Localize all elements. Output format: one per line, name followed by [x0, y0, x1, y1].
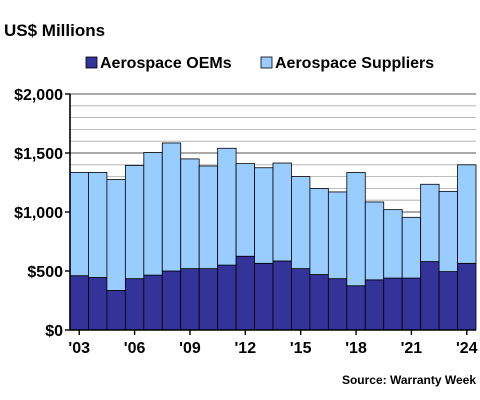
legend: Aerospace OEMs Aerospace Suppliers: [85, 55, 434, 72]
bar-suppliers-2017: [327, 191, 348, 280]
bar-oems-2008: [161, 270, 182, 331]
bar-oems-2021: [401, 277, 422, 331]
x-tick-label: '21: [401, 340, 423, 357]
bar-suppliers-2008: [161, 142, 182, 272]
bar-oems-2009: [180, 268, 200, 331]
bar-oems-2024: [457, 262, 477, 331]
source-note: Source: Warranty Week: [342, 373, 476, 387]
x-tick-label: '18: [345, 340, 367, 357]
bar-oems-2022: [420, 261, 440, 331]
x-tick-label: '15: [290, 340, 312, 357]
x-tick-label: '24: [456, 340, 478, 357]
bar-suppliers-2011: [217, 147, 237, 266]
bar-suppliers-2022: [420, 183, 440, 262]
x-tick-label: '09: [179, 340, 201, 357]
bar-oems-2004: [88, 277, 108, 331]
legend-swatch-oems: [85, 56, 98, 69]
bar-oems-2012: [235, 255, 255, 331]
bar-oems-2007: [143, 274, 163, 331]
y-tick-label: $1,500: [14, 146, 63, 163]
bar-oems-2006: [124, 278, 145, 331]
bar-oems-2019: [364, 279, 385, 331]
bar-oems-2005: [106, 290, 126, 331]
y-tick-label: $2,000: [14, 87, 63, 104]
bar-suppliers-2012: [235, 163, 255, 257]
bar-suppliers-2015: [291, 176, 311, 270]
bar-oems-2020: [383, 277, 403, 331]
bar-suppliers-2019: [364, 201, 385, 281]
bar-suppliers-2021: [401, 216, 422, 279]
bar-oems-2023: [438, 271, 458, 331]
x-tick-label: '06: [124, 340, 146, 357]
bar-oems-2013: [254, 262, 274, 331]
y-axis-title: US$ Millions: [4, 21, 105, 40]
bar-suppliers-2023: [438, 190, 458, 272]
bar-suppliers-2020: [383, 209, 403, 279]
legend-swatch-suppliers: [260, 56, 273, 69]
bar-oems-2003: [69, 275, 89, 331]
bar-suppliers-2004: [88, 172, 108, 278]
bar-suppliers-2005: [106, 179, 126, 291]
legend-label-oems: Aerospace OEMs: [100, 55, 232, 72]
bar-oems-2011: [217, 264, 237, 331]
bar-suppliers-2009: [180, 158, 200, 270]
bar-suppliers-2007: [143, 152, 163, 276]
bar-suppliers-2003: [69, 172, 89, 277]
bar-suppliers-2010: [198, 165, 219, 270]
bar-suppliers-2018: [346, 172, 366, 287]
x-tick-label: '03: [68, 340, 90, 357]
y-tick-label: $0: [45, 323, 63, 340]
bar-suppliers-2016: [309, 187, 329, 275]
bar-oems-2015: [291, 268, 311, 331]
bar-oems-2014: [272, 260, 292, 331]
y-tick-label: $500: [27, 264, 63, 281]
bar-suppliers-2006: [124, 164, 145, 280]
bar-oems-2018: [346, 285, 366, 331]
bar-suppliers-2024: [457, 164, 477, 264]
bar-oems-2010: [198, 268, 219, 331]
bar-suppliers-2014: [272, 162, 292, 262]
legend-label-suppliers: Aerospace Suppliers: [275, 55, 434, 72]
plot-area: $0 $500 $1,000 $1,500 $2,000 '03 '06 '09 '12 '15 '…: [14, 87, 478, 357]
bar-oems-2016: [309, 274, 329, 331]
x-tick-label: '12: [235, 340, 257, 357]
bar-oems-2017: [327, 278, 348, 331]
bar-suppliers-2013: [254, 167, 274, 264]
y-tick-label: $1,000: [14, 205, 63, 222]
